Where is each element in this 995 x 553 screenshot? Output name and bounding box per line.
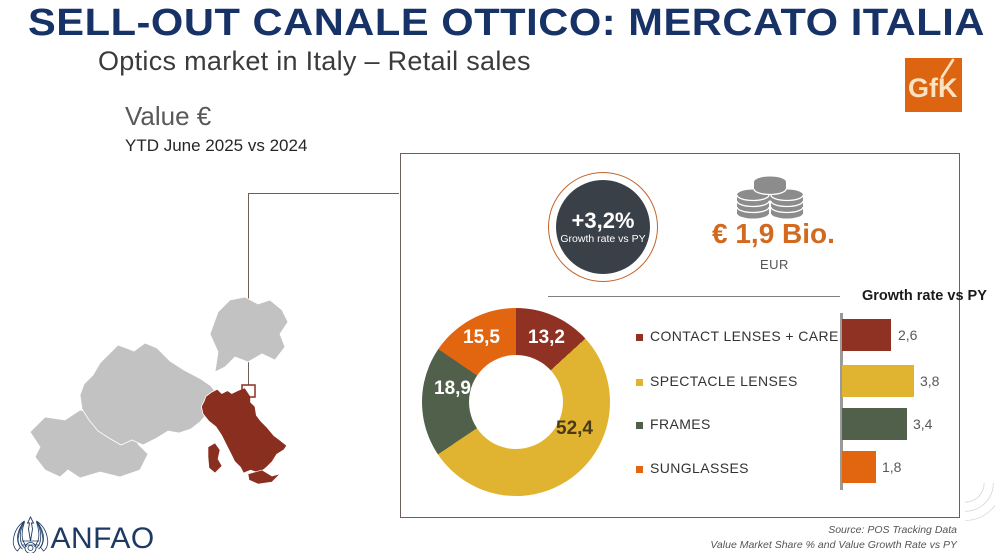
svg-text:ANFAO: ANFAO [51, 522, 155, 553]
svg-text:GfK: GfK [908, 73, 958, 103]
